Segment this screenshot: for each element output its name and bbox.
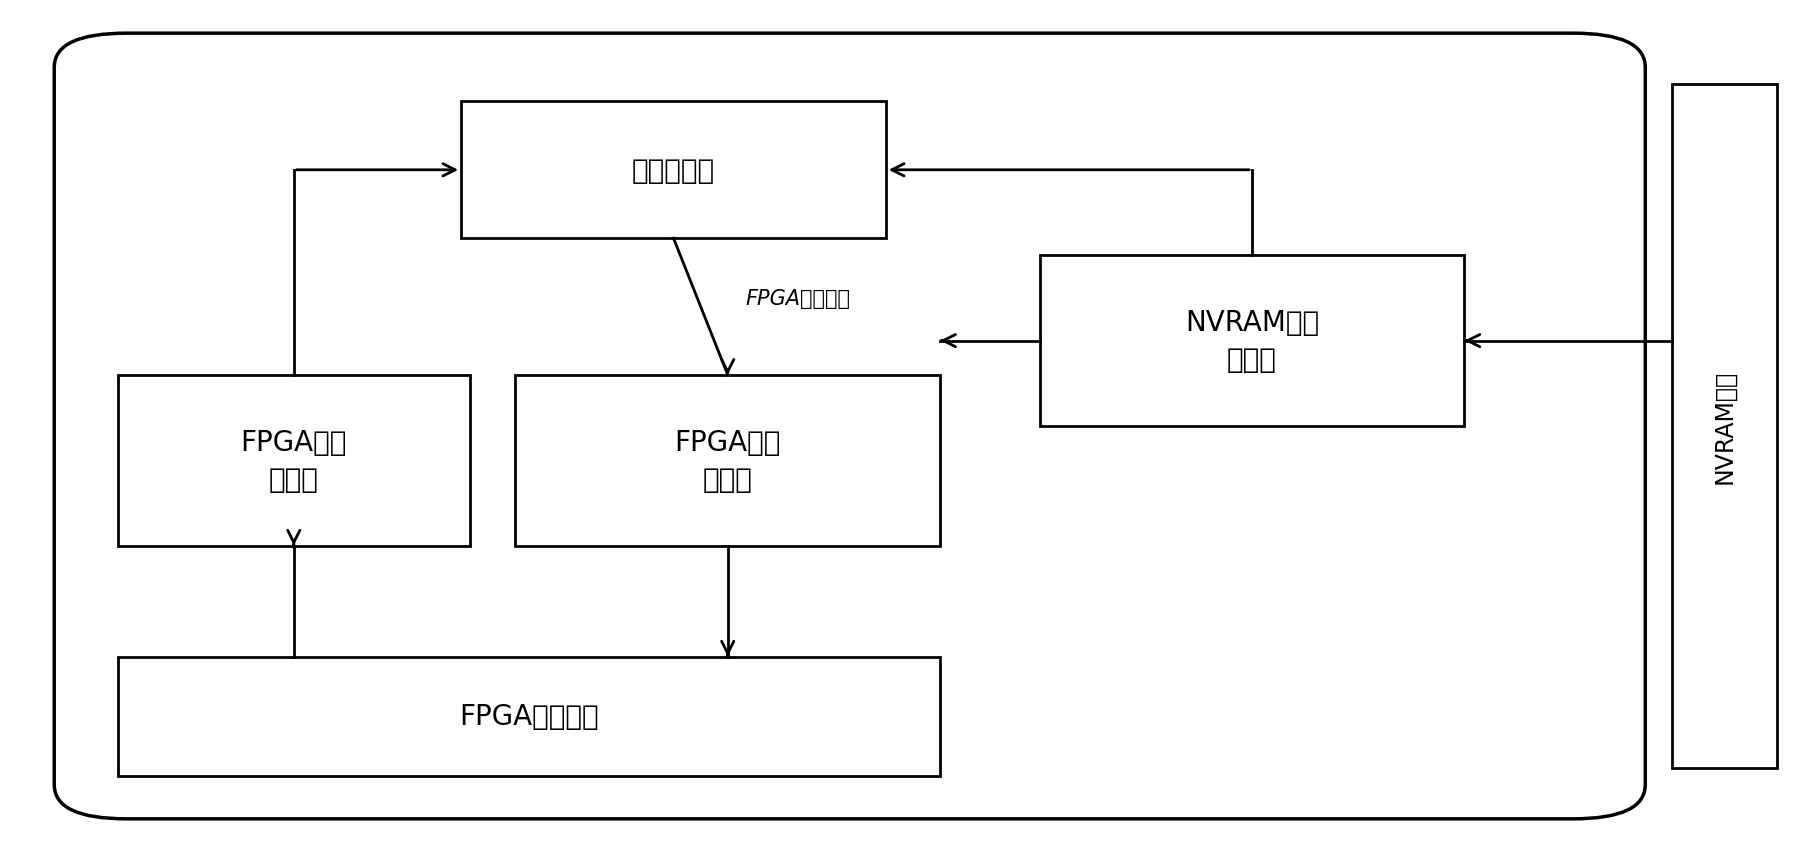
Text: FPGA监控接口: FPGA监控接口 — [459, 703, 598, 730]
Bar — [117, 375, 470, 546]
Text: NVRAM回读
控制器: NVRAM回读 控制器 — [1184, 309, 1319, 374]
Bar — [117, 657, 940, 776]
Bar — [1671, 85, 1776, 768]
Bar — [515, 375, 940, 546]
Text: FPGA修复
控制器: FPGA修复 控制器 — [674, 428, 781, 493]
Text: 比对检测器: 比对检测器 — [632, 157, 714, 184]
FancyBboxPatch shape — [54, 34, 1644, 819]
Text: FPGA回读
控制器: FPGA回读 控制器 — [240, 428, 347, 493]
Bar — [461, 102, 885, 239]
Text: FPGA错误信息: FPGA错误信息 — [744, 288, 851, 309]
Bar — [1039, 256, 1464, 426]
Text: NVRAM接口: NVRAM接口 — [1711, 369, 1737, 484]
